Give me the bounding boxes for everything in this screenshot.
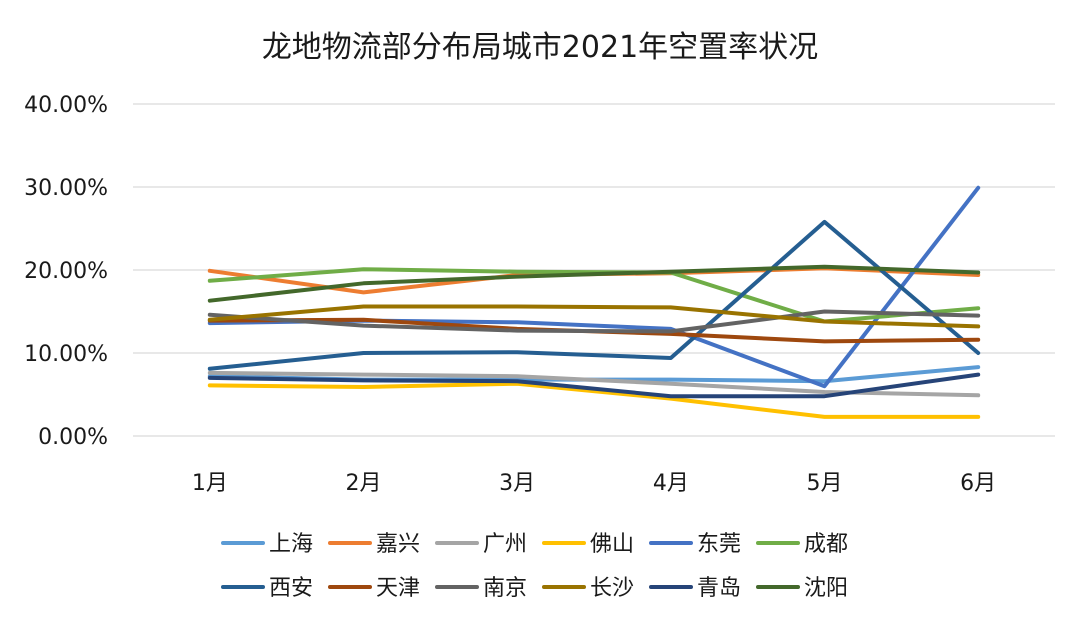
x-tick-label: 2月: [346, 471, 382, 496]
legend-item: 天津: [328, 576, 420, 601]
legend-item: 青岛: [649, 576, 741, 601]
series-line-南京: [207, 309, 981, 334]
legend-item: 南京: [435, 576, 527, 601]
legend-label: 长沙: [590, 576, 634, 601]
series-line-成都: [207, 267, 981, 324]
x-axis-ticks: 1月 2月 3月 4月 5月 6月: [192, 471, 996, 496]
legend-item: 沈阳: [756, 576, 848, 601]
legend-item: 佛山: [542, 532, 634, 557]
legend-label: 嘉兴: [376, 532, 420, 557]
legend-label: 天津: [376, 576, 420, 601]
series-line-佛山: [207, 381, 981, 419]
x-tick-label: 1月: [192, 471, 228, 496]
legend-label: 广州: [483, 532, 527, 557]
legend-item: 东莞: [649, 532, 741, 557]
x-tick-label: 3月: [499, 471, 535, 496]
y-tick-label: 20.00%: [24, 259, 108, 284]
y-tick-label: 40.00%: [24, 93, 108, 118]
legend-label: 青岛: [697, 576, 741, 601]
series-line-西安: [207, 219, 981, 371]
legend-label: 佛山: [590, 532, 634, 557]
legend-label: 成都: [804, 532, 848, 557]
legend-label: 沈阳: [804, 576, 848, 601]
gridlines: [133, 103, 1055, 437]
legend-label: 上海: [269, 532, 313, 557]
y-axis-ticks: 0.00% 10.00% 20.00% 30.00% 40.00%: [24, 93, 108, 450]
y-tick-label: 10.00%: [24, 342, 108, 367]
y-tick-label: 0.00%: [38, 425, 108, 450]
y-tick-label: 30.00%: [24, 176, 108, 201]
chart-title: 龙地物流部分布局城市2021年空置率状况: [262, 30, 818, 65]
legend-item: 广州: [435, 532, 527, 557]
series-lines: [207, 185, 981, 419]
x-tick-label: 4月: [653, 471, 689, 496]
legend-item: 西安: [221, 576, 313, 601]
x-tick-label: 6月: [960, 471, 996, 496]
series-line-沈阳: [207, 264, 981, 303]
legend-item: 长沙: [542, 576, 634, 601]
x-tick-label: 5月: [807, 471, 843, 496]
legend-label: 西安: [269, 576, 313, 601]
series-line-青岛: [207, 372, 981, 399]
series-line-长沙: [207, 304, 981, 329]
legend-label: 东莞: [697, 532, 741, 557]
legend-label: 南京: [483, 576, 527, 601]
legend-item: 成都: [756, 532, 848, 557]
legend-item: 上海: [221, 532, 313, 557]
legend-item: 嘉兴: [328, 532, 420, 557]
